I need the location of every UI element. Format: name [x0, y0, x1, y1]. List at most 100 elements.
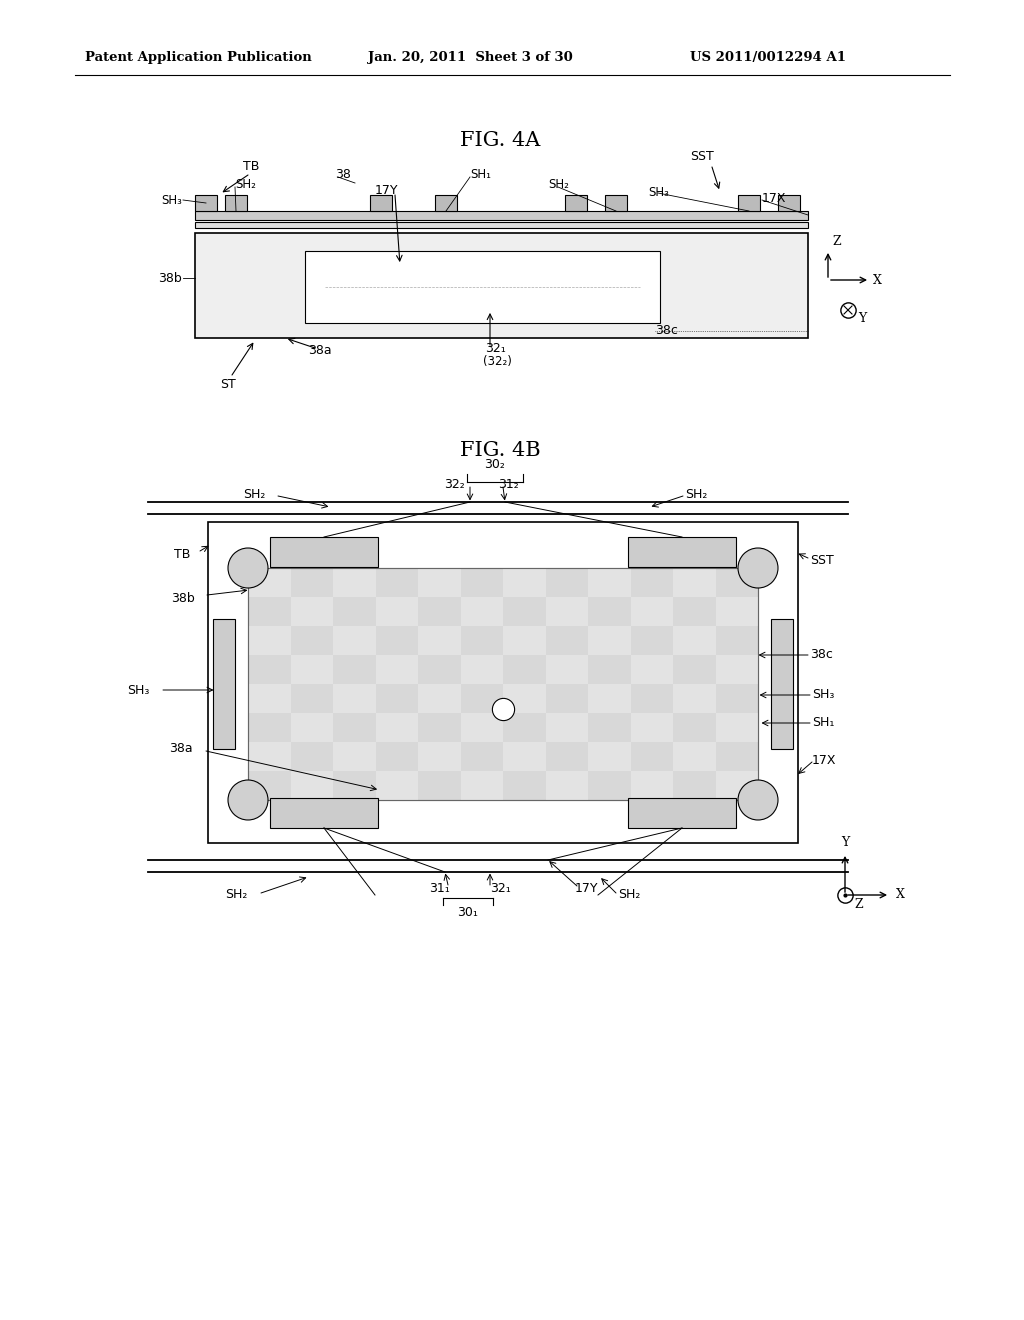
Text: 17Y: 17Y	[575, 882, 598, 895]
Bar	[716, 713, 758, 742]
Bar	[376, 597, 418, 626]
Bar	[248, 568, 291, 597]
Bar	[771, 619, 793, 748]
Bar	[673, 684, 716, 713]
Bar	[738, 195, 760, 211]
Bar	[418, 742, 461, 771]
Text: 17X: 17X	[762, 191, 786, 205]
Bar	[248, 742, 291, 771]
Text: 17X: 17X	[812, 754, 837, 767]
Bar	[631, 771, 673, 800]
Bar	[291, 655, 333, 684]
Text: SH₂: SH₂	[243, 487, 265, 500]
Text: 30₁: 30₁	[458, 907, 478, 920]
Text: Z: Z	[854, 899, 862, 912]
Text: 31₂: 31₂	[498, 478, 519, 491]
Bar	[225, 195, 247, 211]
Bar	[213, 619, 234, 748]
Circle shape	[228, 548, 268, 587]
Bar	[376, 713, 418, 742]
Bar	[673, 742, 716, 771]
Text: SH₁: SH₁	[470, 169, 490, 181]
Text: SH₂: SH₂	[225, 888, 248, 902]
Bar	[270, 799, 378, 828]
Bar	[333, 742, 376, 771]
Bar	[461, 655, 503, 684]
Text: 38a: 38a	[169, 742, 193, 755]
Bar	[546, 655, 588, 684]
Text: X: X	[873, 273, 882, 286]
Text: Y: Y	[858, 312, 866, 325]
Bar	[628, 537, 736, 568]
Bar	[208, 521, 798, 843]
Text: SH₂: SH₂	[685, 487, 708, 500]
Circle shape	[738, 780, 778, 820]
Bar	[588, 568, 631, 597]
Bar	[588, 684, 631, 713]
Text: TB: TB	[243, 160, 259, 173]
Text: 38c: 38c	[810, 648, 833, 661]
Text: FIG. 4A: FIG. 4A	[460, 131, 541, 149]
Bar	[195, 234, 808, 338]
Bar	[716, 771, 758, 800]
Bar	[435, 195, 457, 211]
Text: Jan. 20, 2011  Sheet 3 of 30: Jan. 20, 2011 Sheet 3 of 30	[368, 51, 572, 65]
Text: 30₂: 30₂	[484, 458, 506, 470]
Bar	[376, 771, 418, 800]
Text: 17Y: 17Y	[375, 183, 398, 197]
Bar	[461, 771, 503, 800]
Bar	[716, 655, 758, 684]
Bar	[376, 655, 418, 684]
Bar	[628, 799, 736, 828]
Text: SH₂: SH₂	[234, 178, 256, 191]
Text: TB: TB	[174, 549, 190, 561]
Bar	[503, 568, 546, 597]
Text: 32₁: 32₁	[485, 342, 506, 355]
Bar	[291, 597, 333, 626]
Text: SST: SST	[810, 553, 834, 566]
Bar	[503, 626, 546, 655]
Bar	[370, 195, 392, 211]
Bar	[546, 597, 588, 626]
Bar	[546, 771, 588, 800]
Text: SH₃: SH₃	[161, 194, 182, 206]
Bar	[631, 597, 673, 626]
Text: X: X	[896, 888, 904, 902]
Text: SH₃: SH₃	[128, 684, 150, 697]
Bar	[588, 626, 631, 655]
Text: SH₁: SH₁	[812, 717, 835, 730]
Bar	[673, 626, 716, 655]
Bar	[333, 626, 376, 655]
Bar	[195, 222, 808, 228]
Text: Patent Application Publication: Patent Application Publication	[85, 51, 311, 65]
Circle shape	[738, 548, 778, 587]
Text: Z: Z	[831, 235, 841, 248]
Text: 38b: 38b	[159, 272, 182, 285]
Text: SH₂: SH₂	[618, 888, 640, 902]
Bar	[673, 568, 716, 597]
Bar	[248, 684, 291, 713]
Bar	[291, 713, 333, 742]
Bar	[333, 684, 376, 713]
Bar	[461, 597, 503, 626]
Bar	[418, 684, 461, 713]
Bar	[565, 195, 587, 211]
Text: FIG. 4B: FIG. 4B	[460, 441, 541, 459]
Bar	[291, 771, 333, 800]
Bar	[503, 742, 546, 771]
Bar	[631, 655, 673, 684]
Text: 32₂: 32₂	[444, 478, 465, 491]
Bar	[195, 211, 808, 220]
Bar	[716, 597, 758, 626]
Bar	[248, 568, 758, 800]
Bar	[503, 684, 546, 713]
Bar	[195, 195, 217, 211]
Text: SH₃: SH₃	[812, 689, 835, 701]
Bar	[588, 742, 631, 771]
Text: SH₃: SH₃	[648, 186, 669, 198]
Bar	[305, 251, 660, 323]
Text: Y: Y	[841, 837, 849, 850]
Bar	[605, 195, 627, 211]
Bar	[546, 713, 588, 742]
Text: 38b: 38b	[171, 591, 195, 605]
